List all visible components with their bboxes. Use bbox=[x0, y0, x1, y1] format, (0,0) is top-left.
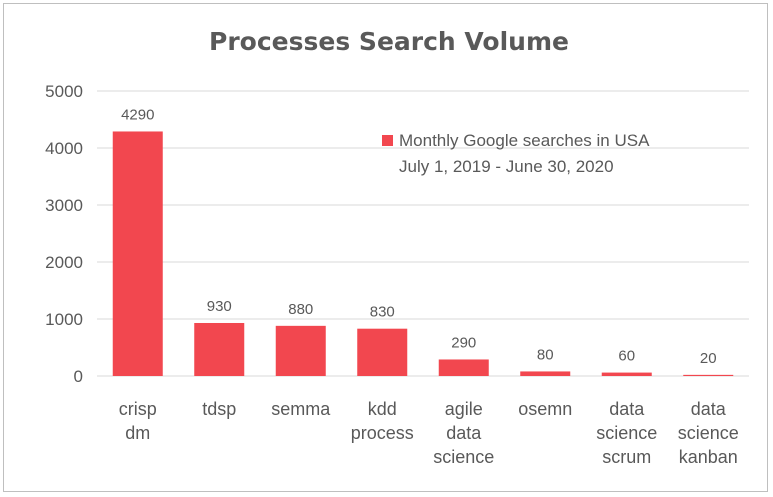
x-tick-label: osemn bbox=[518, 399, 572, 419]
y-tick-label: 1000 bbox=[45, 310, 83, 329]
bar bbox=[194, 322, 245, 376]
x-tick-label: data bbox=[446, 423, 482, 443]
data-labels: 4290 930 880 830 290 80 60 20 bbox=[121, 106, 717, 366]
x-axis-categories: crisp dm tdsp semma kdd process agile data scien… bbox=[119, 399, 739, 467]
x-tick-label: kdd bbox=[368, 399, 397, 419]
x-tick-label: agile bbox=[445, 399, 483, 419]
data-label: 830 bbox=[370, 304, 395, 321]
data-label: 880 bbox=[288, 301, 313, 318]
data-label: 80 bbox=[537, 346, 554, 363]
y-axis-ticks: 0 1000 2000 3000 4000 5000 bbox=[45, 82, 83, 386]
x-tick-label: semma bbox=[271, 399, 331, 419]
y-tick-label: 5000 bbox=[45, 82, 83, 101]
x-tick-label: kanban bbox=[679, 447, 738, 467]
chart-frame: Processes Search Volume 0 1000 2000 3000 400… bbox=[3, 3, 768, 492]
bar bbox=[357, 328, 408, 376]
x-tick-label: process bbox=[351, 423, 414, 443]
y-tick-label: 2000 bbox=[45, 253, 83, 272]
legend: Monthly Google searches in USA July 1, 2… bbox=[382, 131, 650, 176]
bar bbox=[683, 374, 734, 376]
data-label: 60 bbox=[618, 348, 635, 365]
bar bbox=[275, 325, 326, 376]
x-tick-label: dm bbox=[125, 423, 150, 443]
x-tick-label: data bbox=[691, 399, 727, 419]
data-label: 20 bbox=[700, 350, 717, 367]
data-label: 4290 bbox=[121, 106, 154, 123]
bar bbox=[438, 359, 489, 376]
bars bbox=[112, 131, 734, 376]
bar-chart: Processes Search Volume 0 1000 2000 3000 400… bbox=[45, 27, 749, 467]
data-label: 290 bbox=[451, 334, 476, 351]
data-label: 930 bbox=[207, 298, 232, 315]
chart-title: Processes Search Volume bbox=[209, 27, 569, 56]
legend-swatch bbox=[382, 135, 393, 146]
x-tick-label: crisp bbox=[119, 399, 157, 419]
bar bbox=[601, 372, 652, 376]
x-tick-label: science bbox=[678, 423, 739, 443]
bar bbox=[520, 371, 571, 376]
y-tick-label: 0 bbox=[74, 367, 83, 386]
y-tick-label: 4000 bbox=[45, 139, 83, 158]
x-tick-label: scrum bbox=[602, 447, 651, 467]
x-tick-label: science bbox=[596, 423, 657, 443]
x-tick-label: data bbox=[609, 399, 645, 419]
x-tick-label: science bbox=[433, 447, 494, 467]
legend-label-line-1: Monthly Google searches in USA bbox=[399, 131, 650, 150]
legend-label-line-2: July 1, 2019 - June 30, 2020 bbox=[399, 157, 614, 176]
y-tick-label: 3000 bbox=[45, 196, 83, 215]
bar bbox=[112, 131, 163, 376]
x-tick-label: tdsp bbox=[202, 399, 236, 419]
